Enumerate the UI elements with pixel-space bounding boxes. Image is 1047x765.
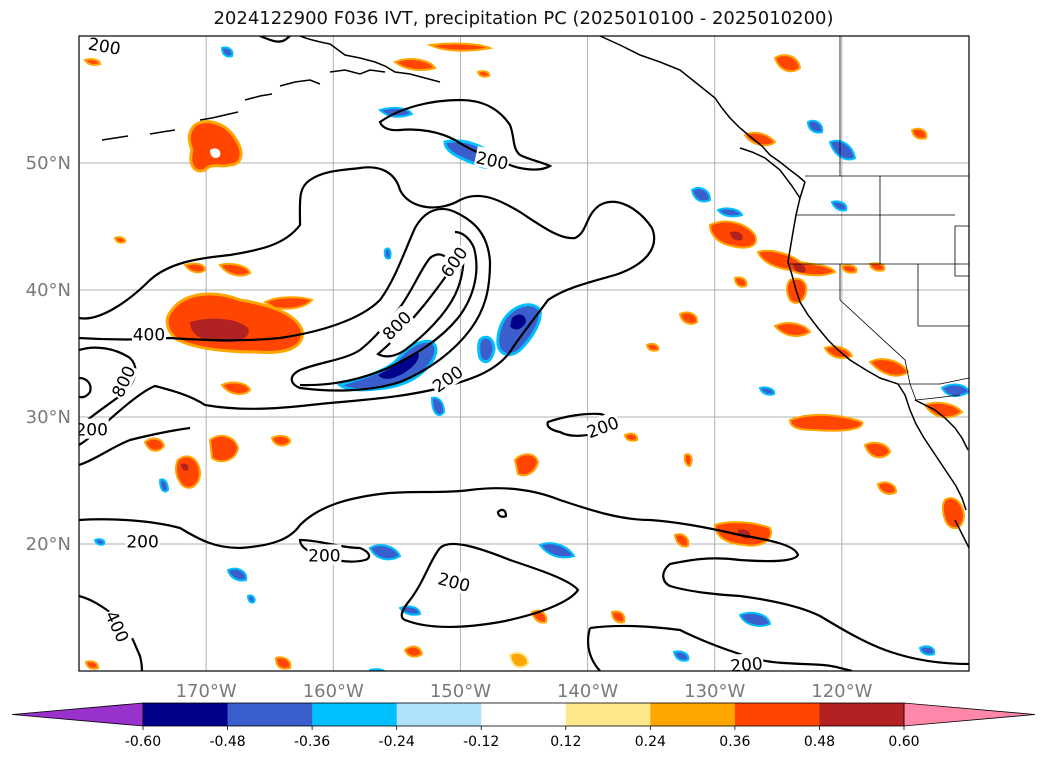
contour-label-background [101,606,135,646]
latitude-label: 20°N [26,534,71,555]
contour-label-background [473,146,512,173]
colorbar-segment [481,703,567,726]
colorbar-segment [650,703,736,726]
colorbar-segment [143,703,229,726]
state-borders [790,36,969,401]
colorbar-segment [565,703,651,726]
colorbar-tick-label: 0.36 [719,734,750,750]
contour-label: 400 [133,325,165,345]
contour-label-background [86,36,124,58]
longitude-label: 140°W [557,681,618,702]
contour-label-background [106,361,139,401]
colorbar-segment [312,703,398,726]
colorbar-frame [142,702,905,727]
colorbar-segment [396,703,482,726]
latitude-label: 30°N [26,407,71,428]
map-frame [78,35,970,672]
longitude-label: 120°W [811,681,872,702]
colorbar-tick-label: -0.24 [379,734,415,750]
colorbar-tick-label: -0.12 [463,734,499,750]
colorbar-segment [819,703,905,726]
contour-label-background [79,418,109,439]
contour-label: 200 [308,546,340,566]
longitude-label: 150°W [430,681,491,702]
colorbar-tick-label: 0.12 [550,734,581,750]
colorbar-tick-label: 0.60 [888,734,919,750]
contour-label-background [377,305,416,344]
latitude-label: 40°N [26,280,71,301]
longitude-label: 160°W [303,681,364,702]
colorbar-tick-label: 0.24 [635,734,666,750]
contour-label: 200 [126,532,158,552]
latitude-label: 50°N [26,153,71,174]
colorbar-extend-max [903,702,1036,727]
colorbar-segment [734,703,820,726]
longitude-label: 130°W [684,681,745,702]
colorbar-tick-label: -0.60 [125,734,161,750]
contour-label-background [435,241,472,282]
colorbar-extend-min [11,702,144,727]
map-title: 2024122900 F036 IVT, precipitation PC (2… [213,8,834,29]
contour-label-background [125,530,160,551]
colorbar-tick-label: -0.36 [294,734,330,750]
colorbar-segment [227,703,313,726]
longitude-label: 170°W [176,681,237,702]
contour-label-background [728,652,765,671]
contour-label-background [307,544,342,565]
colorbar-tick-label: -0.48 [209,734,245,750]
coastlines [101,36,969,549]
colorbar-tick-label: 0.48 [804,734,835,750]
contour-label-background [583,411,622,442]
contour-label-background [427,360,467,397]
positive-anomalies [83,42,966,670]
contour-label-background [131,323,166,344]
longitude-labels: 170°W 160°W 150°W 140°W 130°W 120°W [176,681,873,702]
contour-label: 200 [87,34,122,59]
colorbar: -0.60 -0.48 -0.36 -0.24 -0.12 0.12 0.24 0.36 0.4… [11,702,1036,750]
latitude-labels: 50°N 40°N 30°N 20°N [26,153,71,555]
contour-label: 200 [75,421,107,441]
contour-label-background [435,567,474,596]
contour-label: 200 [730,654,764,677]
